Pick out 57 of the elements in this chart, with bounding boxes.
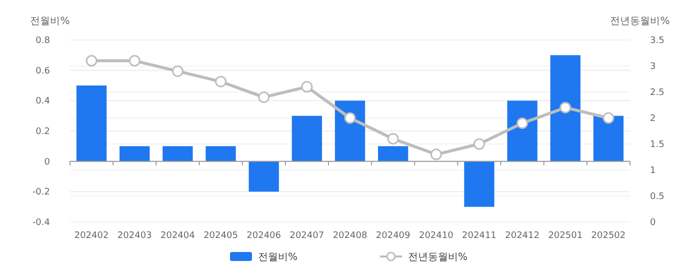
y-tick-label: 0.8 — [36, 36, 50, 46]
y2-tick-label: 1 — [650, 166, 656, 176]
point — [473, 138, 485, 150]
bar — [162, 146, 193, 162]
bar — [120, 146, 150, 162]
y-axis-title: 전월비% — [30, 16, 70, 27]
x-tick-label: 202501 — [548, 231, 583, 241]
point — [387, 133, 399, 145]
x-tick-label: 202411 — [462, 231, 496, 241]
bar — [334, 100, 366, 162]
x-tick-label: 202412 — [505, 231, 540, 241]
x-tick-label: 202404 — [160, 231, 196, 241]
point — [560, 102, 572, 114]
bar — [550, 55, 580, 162]
bar — [292, 116, 322, 162]
y2-tick-label: 3 — [650, 62, 656, 72]
y-tick-label: -0.4 — [32, 218, 50, 228]
y2-axis-title: 전년동월비% — [610, 16, 670, 27]
point — [86, 55, 98, 67]
point — [344, 112, 356, 124]
bar — [507, 100, 538, 162]
point — [258, 91, 270, 103]
x-tick-label: 202402 — [74, 231, 109, 241]
point — [430, 148, 442, 160]
x-tick-label: 202410 — [418, 231, 454, 241]
point — [215, 76, 227, 88]
point — [301, 81, 313, 93]
x-tick-label: 202407 — [290, 231, 324, 241]
y2-tick-label: 0.5 — [650, 192, 664, 202]
y2-tick-label: 2 — [650, 114, 656, 124]
bar — [464, 161, 494, 207]
y2-tick-label: 2.5 — [650, 88, 664, 98]
legend-label: 전년동월비% — [408, 252, 468, 263]
y-tick-label: 0.6 — [36, 66, 50, 76]
point — [602, 112, 614, 124]
y-tick-label: 0.2 — [36, 127, 50, 137]
point — [128, 55, 140, 67]
legend-label: 전월비% — [258, 252, 298, 263]
x-tick-label: 202405 — [204, 231, 238, 241]
x-tick-label: 202408 — [332, 231, 368, 241]
y-tick-label: -0.2 — [32, 188, 50, 198]
y-tick-label: 0 — [44, 157, 50, 168]
bar — [248, 161, 279, 192]
x-tick-label: 202409 — [376, 231, 411, 241]
y-tick-label: 0.4 — [36, 96, 50, 107]
y2-tick-label: 3.5 — [650, 36, 664, 46]
y2-tick-label: 0 — [650, 218, 656, 228]
bar — [593, 116, 624, 162]
bar — [76, 86, 107, 162]
point — [172, 65, 184, 77]
x-tick-label: 202502 — [591, 231, 626, 241]
x-tick-label: 202406 — [246, 231, 282, 241]
x-tick-label: 202403 — [117, 231, 152, 241]
y2-tick-label: 1.5 — [650, 140, 664, 150]
bar — [206, 146, 236, 162]
bar — [378, 146, 408, 162]
point — [516, 117, 528, 129]
